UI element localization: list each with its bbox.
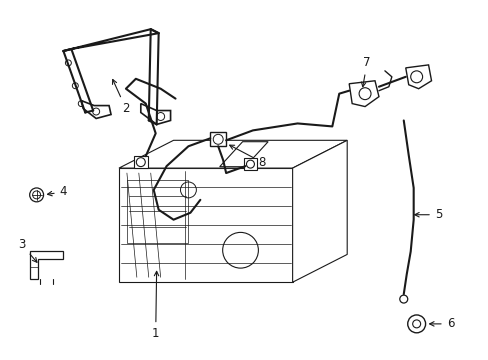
Circle shape xyxy=(399,295,407,303)
Polygon shape xyxy=(219,142,267,167)
Text: 8: 8 xyxy=(229,145,265,168)
Text: 2: 2 xyxy=(112,80,129,115)
Polygon shape xyxy=(210,132,225,146)
Circle shape xyxy=(136,158,145,167)
Circle shape xyxy=(410,71,422,83)
Circle shape xyxy=(30,188,43,202)
Circle shape xyxy=(407,315,425,333)
Polygon shape xyxy=(141,104,170,125)
Polygon shape xyxy=(405,65,431,89)
Circle shape xyxy=(246,160,254,168)
Polygon shape xyxy=(81,100,111,118)
Text: 6: 6 xyxy=(429,318,453,330)
Polygon shape xyxy=(348,81,378,107)
Text: 1: 1 xyxy=(152,271,159,340)
Polygon shape xyxy=(292,140,346,282)
Polygon shape xyxy=(119,140,346,168)
Text: 4: 4 xyxy=(47,185,67,198)
Text: 5: 5 xyxy=(414,208,441,221)
Polygon shape xyxy=(119,168,292,282)
Text: 3: 3 xyxy=(18,238,37,262)
Polygon shape xyxy=(134,156,147,168)
Polygon shape xyxy=(30,251,63,279)
Text: 7: 7 xyxy=(361,57,370,87)
Circle shape xyxy=(358,88,370,100)
Polygon shape xyxy=(243,158,257,170)
